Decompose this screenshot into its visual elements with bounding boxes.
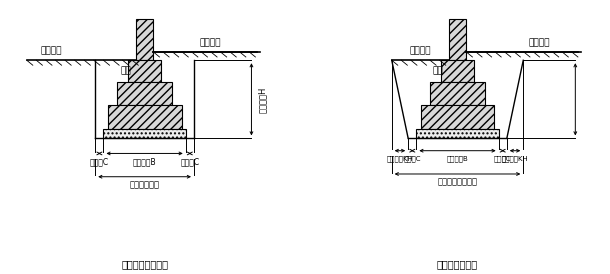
Bar: [420, 105, 495, 129]
Text: 基础宽度B: 基础宽度B: [133, 157, 156, 166]
Text: 室内地坪: 室内地坪: [199, 38, 221, 47]
Text: 放坡的基槽断面: 放坡的基槽断面: [437, 259, 478, 269]
Text: 工作面C: 工作面C: [180, 157, 199, 166]
Text: 工作面C: 工作面C: [494, 156, 511, 162]
Text: 基础: 基础: [433, 67, 443, 76]
Bar: [430, 82, 485, 105]
Text: 基础: 基础: [120, 67, 131, 76]
Text: 放坡宽度KH: 放坡宽度KH: [501, 156, 528, 162]
Text: 室外地坪: 室外地坪: [41, 46, 62, 55]
Bar: [417, 129, 498, 138]
Text: 开挖深度H: 开挖深度H: [258, 86, 267, 113]
Bar: [104, 129, 185, 138]
Text: 室外地坪: 室外地坪: [409, 46, 431, 55]
Text: 不放坡的基槽断面: 不放坡的基槽断面: [121, 259, 168, 269]
Text: 室内地坪: 室内地坪: [529, 38, 550, 47]
Text: 工作面C: 工作面C: [90, 157, 109, 166]
Bar: [135, 19, 154, 60]
Text: 基础宽度B: 基础宽度B: [447, 156, 468, 162]
Text: 基槽开挖宽度: 基槽开挖宽度: [129, 181, 160, 189]
Bar: [128, 60, 161, 82]
Bar: [448, 19, 467, 60]
Text: 基槽基底开挖宽度: 基槽基底开挖宽度: [437, 178, 478, 187]
Text: 放坡宽度KH: 放坡宽度KH: [387, 156, 414, 162]
Bar: [117, 82, 172, 105]
Text: 工作面C: 工作面C: [404, 156, 421, 162]
Bar: [441, 60, 474, 82]
Bar: [107, 105, 182, 129]
